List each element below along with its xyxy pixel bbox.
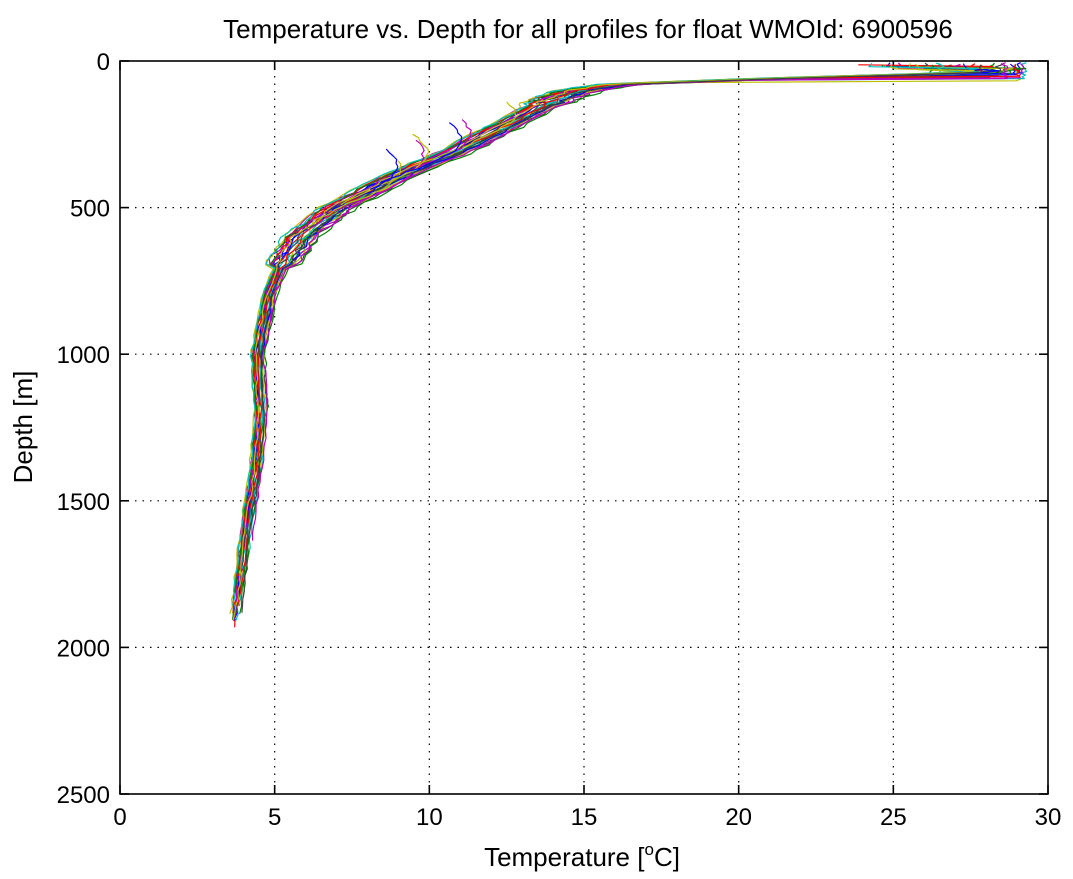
x-axis-label-tail: C] — [654, 842, 680, 872]
profile-line — [241, 64, 983, 613]
x-tick-label: 10 — [416, 804, 443, 831]
profile-line — [237, 63, 1021, 607]
y-tick-label: 1000 — [57, 342, 110, 369]
profile-line — [263, 64, 1027, 408]
plot-frame — [119, 60, 1049, 795]
partial-profile-line — [313, 160, 402, 225]
profile-line — [231, 63, 979, 606]
grid — [120, 61, 1048, 794]
x-tick-labels: 0 5 10 15 20 25 30 — [113, 804, 1061, 831]
partial-profile-line — [407, 119, 472, 173]
y-tick-labels: 0 500 1000 1500 2000 2500 — [57, 49, 110, 809]
partial-profile-line — [369, 122, 463, 190]
x-tick-label: 20 — [725, 804, 752, 831]
y-tick-label: 1500 — [57, 489, 110, 516]
profile-line — [235, 63, 1003, 613]
profile-line — [251, 62, 1009, 541]
partial-profile-line — [462, 101, 517, 149]
y-axis-label: Depth [m] — [8, 371, 38, 484]
x-tick-label: 25 — [880, 804, 907, 831]
y-tick-label: 500 — [70, 196, 110, 223]
profile-line — [242, 62, 980, 576]
profile-line — [232, 64, 975, 621]
x-tick-label: 0 — [113, 804, 126, 831]
x-tick-label: 15 — [571, 804, 598, 831]
y-tick-label: 2500 — [57, 782, 110, 809]
y-tick-label: 2000 — [57, 635, 110, 662]
profiles — [229, 61, 1028, 628]
x-axis-label: Temperature [oC] — [484, 840, 680, 872]
x-axis-label-main: Temperature [ — [484, 842, 645, 872]
y-tick-label: 0 — [97, 49, 110, 76]
chart-title: Temperature vs. Depth for all profiles f… — [223, 14, 953, 44]
x-tick-label: 30 — [1035, 804, 1062, 831]
x-axis-label-superscript: o — [644, 840, 653, 859]
x-tick-label: 5 — [268, 804, 281, 831]
